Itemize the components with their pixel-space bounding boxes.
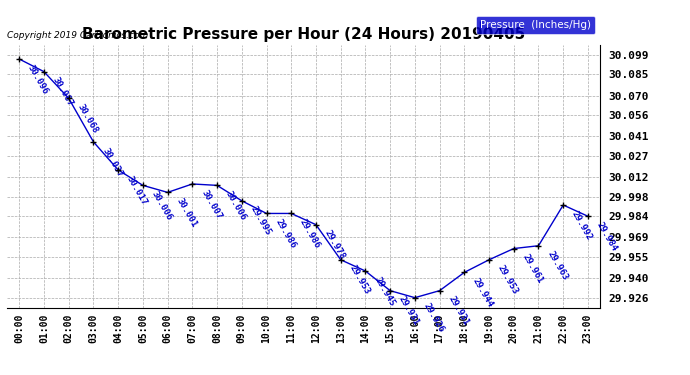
Text: 29.931: 29.931 (446, 295, 471, 327)
Text: 30.006: 30.006 (224, 189, 248, 222)
Text: 30.087: 30.087 (51, 76, 75, 108)
Text: 29.953: 29.953 (348, 264, 371, 296)
Text: 30.007: 30.007 (199, 188, 223, 220)
Legend: Pressure  (Inches/Hg): Pressure (Inches/Hg) (476, 16, 595, 34)
Text: 30.037: 30.037 (100, 146, 124, 178)
Text: 30.006: 30.006 (150, 189, 174, 222)
Text: 29.992: 29.992 (570, 209, 594, 242)
Text: 29.931: 29.931 (397, 295, 421, 327)
Text: 29.953: 29.953 (496, 264, 520, 296)
Text: 30.017: 30.017 (125, 174, 149, 207)
Text: 29.995: 29.995 (248, 205, 273, 237)
Text: Copyright 2019 Cartronics.com: Copyright 2019 Cartronics.com (7, 31, 148, 40)
Text: 29.945: 29.945 (373, 275, 396, 308)
Text: 29.986: 29.986 (273, 217, 297, 250)
Text: 29.926: 29.926 (422, 302, 446, 334)
Text: 30.068: 30.068 (76, 102, 99, 135)
Text: 29.978: 29.978 (323, 229, 347, 261)
Text: 29.986: 29.986 (298, 217, 322, 250)
Text: 29.944: 29.944 (471, 277, 495, 309)
Text: 30.001: 30.001 (175, 196, 199, 229)
Text: 30.096: 30.096 (26, 63, 50, 96)
Text: 29.984: 29.984 (595, 220, 619, 253)
Title: Barometric Pressure per Hour (24 Hours) 20190405: Barometric Pressure per Hour (24 Hours) … (82, 27, 525, 42)
Text: 29.963: 29.963 (545, 250, 569, 282)
Text: 29.961: 29.961 (521, 253, 544, 285)
